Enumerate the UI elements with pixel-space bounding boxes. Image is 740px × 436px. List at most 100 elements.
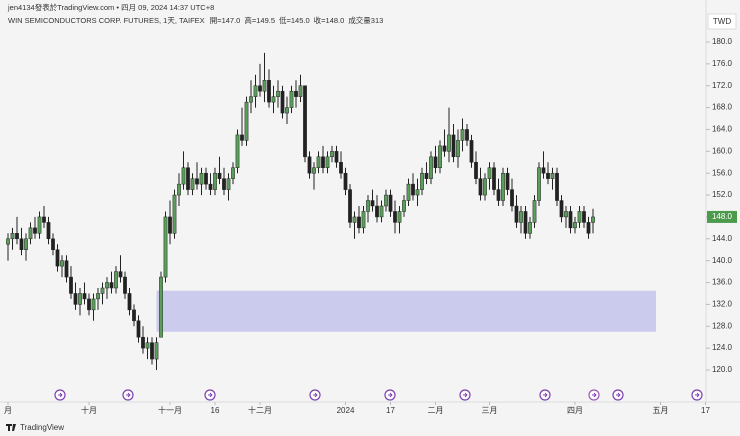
ohlc-value: 低=145.0 xyxy=(279,15,310,25)
candle-body xyxy=(91,298,96,311)
candle-body xyxy=(586,222,591,234)
candle-body xyxy=(442,145,447,152)
candle-body xyxy=(510,189,514,207)
candle-body xyxy=(555,172,559,201)
candle-body xyxy=(105,282,109,289)
candle-body xyxy=(222,178,226,190)
candle-body xyxy=(307,156,312,174)
candle-body xyxy=(438,145,442,168)
candle-body xyxy=(141,336,145,349)
y-tick-label: 136.0 xyxy=(712,278,733,287)
candle-body xyxy=(334,151,339,163)
candle-body xyxy=(546,172,550,179)
candle-body xyxy=(325,156,330,168)
candle-body xyxy=(505,172,510,190)
candle-body xyxy=(456,140,460,158)
candle-body xyxy=(402,200,406,212)
candle-body xyxy=(370,200,375,207)
x-tick-label: 三月 xyxy=(482,406,498,415)
candle-body xyxy=(258,85,262,92)
candle-body xyxy=(568,211,573,229)
candle-body xyxy=(82,293,87,300)
candle-body xyxy=(474,162,478,179)
candle-body xyxy=(384,194,388,207)
candle-body xyxy=(460,129,465,141)
last-price-label: 148.0 xyxy=(712,212,733,221)
candle-body xyxy=(411,183,415,196)
candle-body xyxy=(123,276,127,294)
y-tick-label: 160.0 xyxy=(712,146,733,155)
candle-body xyxy=(190,178,195,190)
candle-body xyxy=(96,293,100,300)
candle-body xyxy=(244,101,249,141)
event-glyph xyxy=(313,392,318,398)
candle-body xyxy=(42,216,46,223)
candle-body xyxy=(163,216,168,278)
candle-body xyxy=(550,172,555,179)
candle-body xyxy=(204,172,208,185)
candle-body xyxy=(537,167,541,201)
y-tick-label: 132.0 xyxy=(712,300,733,309)
candle-body xyxy=(217,172,222,179)
candle-body xyxy=(114,271,118,289)
candle-body xyxy=(501,172,505,201)
candle-body xyxy=(330,151,334,158)
y-tick-label: 128.0 xyxy=(712,321,733,330)
candle-body xyxy=(235,134,240,168)
candle-body xyxy=(573,222,577,229)
currency-box xyxy=(707,13,737,30)
candle-body xyxy=(298,85,303,97)
candle-body xyxy=(46,222,51,240)
author-line: jen4134發表於TradingView.com • 四月 09, 2024 … xyxy=(7,2,214,12)
event-glyph xyxy=(463,392,468,398)
candle-body xyxy=(361,211,366,229)
candle-body xyxy=(168,216,172,234)
x-tick-label: 十一月 xyxy=(158,405,182,415)
candle-body xyxy=(181,167,186,185)
y-tick-label: 180.0 xyxy=(712,37,733,46)
candle-body xyxy=(406,183,411,201)
candle-body xyxy=(415,189,420,196)
candle-body xyxy=(523,211,528,234)
candle-body xyxy=(271,96,276,103)
candle-body xyxy=(73,293,78,305)
brand: TradingView xyxy=(20,423,64,432)
y-tick-label: 164.0 xyxy=(712,125,733,134)
candle-body xyxy=(483,178,487,196)
candle-body xyxy=(577,211,582,223)
candle-body xyxy=(127,293,132,311)
candle-body xyxy=(348,189,352,223)
event-glyph xyxy=(543,392,548,398)
candle-body xyxy=(177,183,181,196)
y-tick-label: 144.0 xyxy=(712,234,733,243)
candle-body xyxy=(100,287,105,294)
candle-body xyxy=(519,211,523,223)
event-glyph xyxy=(616,392,621,398)
x-tick-label: 二月 xyxy=(428,406,444,415)
x-tick-label: 17 xyxy=(701,406,710,415)
candle-body xyxy=(240,134,244,141)
candle-body xyxy=(64,260,69,278)
event-glyph xyxy=(592,392,597,398)
candle-body xyxy=(433,156,438,168)
x-tick-label: 四月 xyxy=(567,406,583,415)
y-tick-label: 172.0 xyxy=(712,81,733,90)
candle-body xyxy=(393,211,397,223)
candle-body xyxy=(276,90,280,97)
candle-body xyxy=(231,167,235,179)
candle-body xyxy=(15,233,19,240)
candle-body xyxy=(420,172,424,190)
candle-body xyxy=(388,194,393,212)
candle-body xyxy=(397,211,402,223)
candle-body xyxy=(379,205,384,218)
candle-body xyxy=(316,156,321,168)
candle-body xyxy=(496,189,501,201)
candle-body xyxy=(213,172,217,190)
candle-body xyxy=(424,172,429,179)
candle-body xyxy=(294,90,298,97)
candle-body xyxy=(28,227,33,240)
candle-body xyxy=(132,309,136,322)
candle-body xyxy=(159,276,163,338)
symbol: WIN SEMICONDUCTORS CORP. FUTURES, 1天, TA… xyxy=(8,16,205,25)
candle-body xyxy=(541,167,546,174)
